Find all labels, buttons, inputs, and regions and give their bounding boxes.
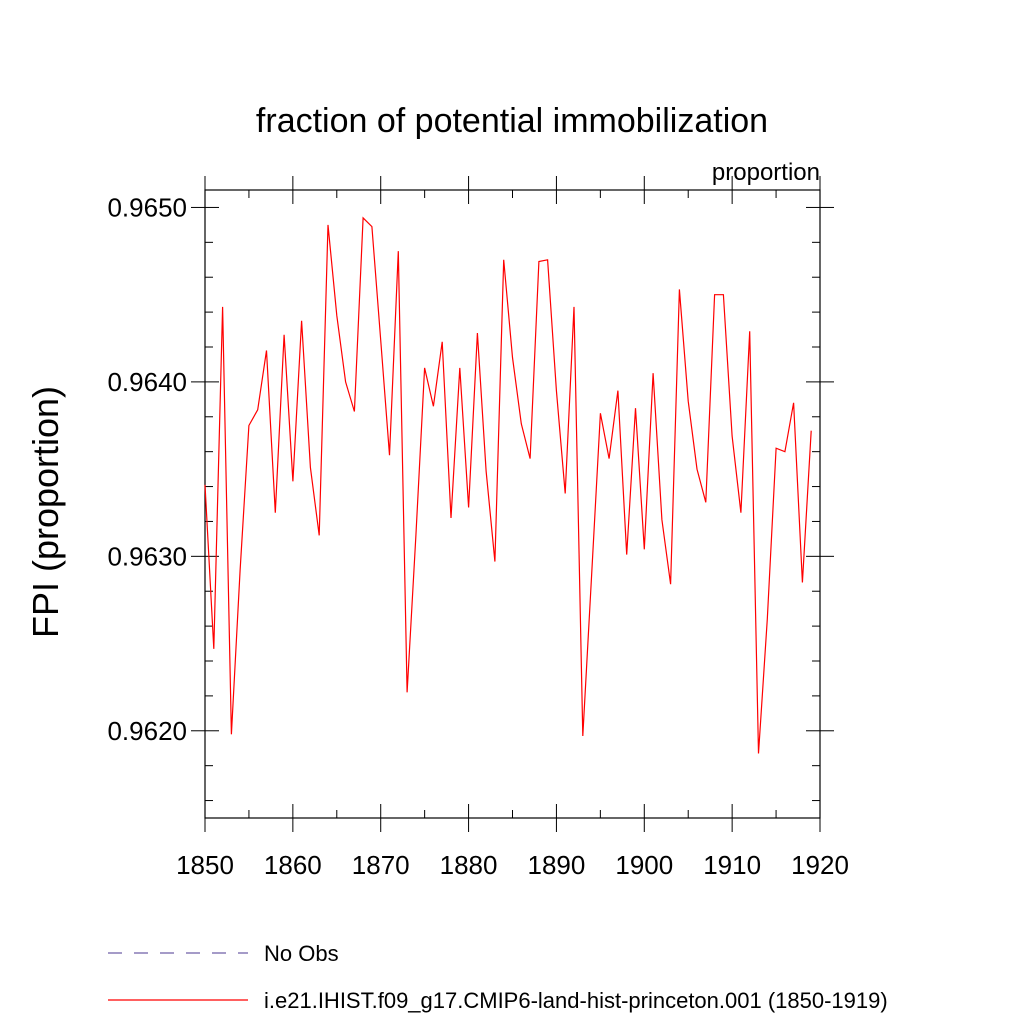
axis-tick-labels: 1850 1860 1870 1880 1890 1900 1910 1920 0.9620 0.… (107, 192, 848, 880)
y-tick-label: 0.9620 (107, 716, 187, 746)
x-tick-label: 1890 (528, 850, 586, 880)
x-tick-label: 1920 (791, 850, 849, 880)
units-label: proportion (712, 159, 820, 186)
x-tick-label: 1880 (440, 850, 498, 880)
y-tick-label: 0.9650 (107, 192, 187, 222)
x-tick-label: 1900 (615, 850, 673, 880)
x-tick-label: 1910 (703, 850, 761, 880)
legend: No Obs i.e21.IHIST.f09_g17.CMIP6-land-hi… (108, 941, 888, 1013)
chart-title: fraction of potential immobilization (256, 102, 768, 140)
y-axis-label: FPI (proportion) (25, 386, 66, 638)
y-tick-label: 0.9640 (107, 367, 187, 397)
legend-label-model: i.e21.IHIST.f09_g17.CMIP6-land-hist-prin… (264, 988, 888, 1013)
y-tick-label: 0.9630 (107, 541, 187, 571)
plot-frame (204, 189, 821, 819)
x-tick-label: 1870 (352, 850, 410, 880)
axis-ticks (191, 176, 834, 832)
legend-label-no-obs: No Obs (264, 941, 339, 966)
x-tick-label: 1850 (176, 850, 234, 880)
series-line (204, 216, 812, 754)
x-tick-label: 1860 (264, 850, 322, 880)
